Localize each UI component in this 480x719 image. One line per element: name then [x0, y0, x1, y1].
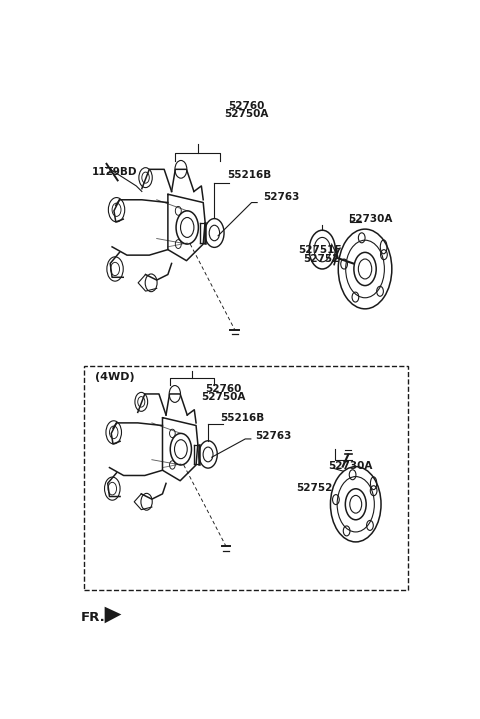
- Text: 52730A: 52730A: [348, 214, 393, 224]
- Text: 52763: 52763: [263, 192, 299, 202]
- Text: 52760: 52760: [228, 101, 264, 111]
- Text: 1129BD: 1129BD: [92, 167, 137, 177]
- Text: 55216B: 55216B: [228, 170, 272, 180]
- Text: FR.: FR.: [81, 611, 105, 624]
- Text: (4WD): (4WD): [96, 372, 135, 383]
- Text: 52752: 52752: [304, 254, 340, 264]
- Polygon shape: [105, 607, 121, 623]
- Text: 52751F: 52751F: [298, 244, 342, 255]
- Text: 52763: 52763: [255, 431, 292, 441]
- Text: 55216B: 55216B: [220, 413, 264, 423]
- Text: 52760: 52760: [205, 384, 242, 394]
- Text: 52750A: 52750A: [224, 109, 268, 119]
- Text: 52752: 52752: [296, 482, 333, 493]
- Text: 52750A: 52750A: [202, 393, 246, 403]
- Text: 52730A: 52730A: [328, 460, 372, 470]
